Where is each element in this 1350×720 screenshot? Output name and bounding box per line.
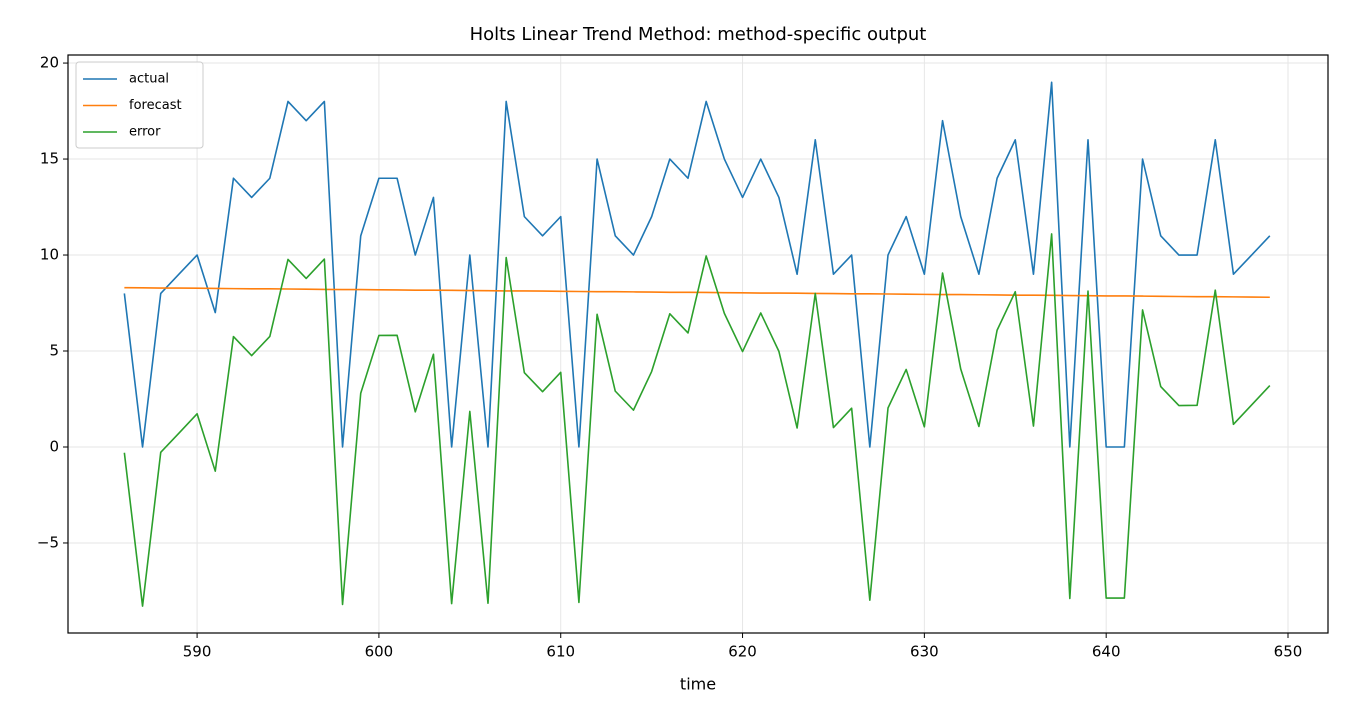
x-axis-label: time [680, 675, 716, 694]
series-line [123, 81, 1271, 448]
legend-label: actual [129, 72, 169, 87]
y-tick-label: 10 [40, 246, 59, 264]
plot-frame [67, 54, 1329, 634]
y-tick-label: 15 [40, 150, 59, 168]
x-tick-label: 590 [183, 643, 212, 661]
series-line [123, 233, 1271, 607]
chart-title: Holts Linear Trend Method: method-specif… [470, 24, 927, 45]
legend: actual forecast error [75, 61, 204, 149]
legend-label: error [129, 125, 161, 140]
x-tick-label: 600 [365, 643, 394, 661]
x-tick-label: 650 [1274, 643, 1303, 661]
y-tick-label: 5 [49, 342, 59, 360]
x-tick-label: 640 [1092, 643, 1121, 661]
x-tick-label: 630 [910, 643, 939, 661]
x-tick-label: 610 [546, 643, 575, 661]
legend-label: forecast [129, 98, 182, 113]
legend-box [75, 61, 204, 149]
y-tick-label: 20 [40, 54, 59, 72]
x-tick-label: 620 [728, 643, 757, 661]
y-tick-label: 0 [49, 437, 59, 455]
y-tick-label: −5 [37, 533, 59, 551]
